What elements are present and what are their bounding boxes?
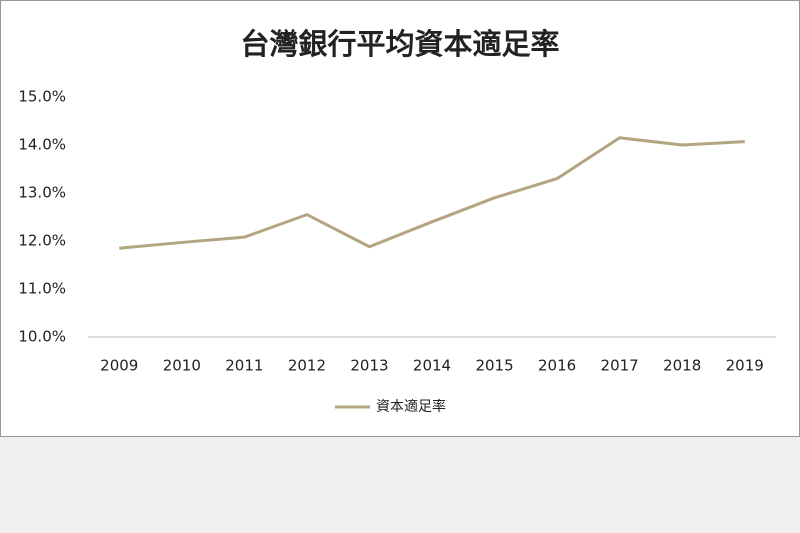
y-tick-label: 14.0%	[18, 136, 66, 154]
chart-title: 台灣銀行平均資本適足率	[240, 27, 559, 61]
y-tick-label: 15.0%	[18, 88, 66, 106]
legend-label: 資本適足率	[376, 398, 446, 415]
x-tick-label: 2010	[163, 357, 201, 375]
x-tick-label: 2018	[663, 357, 701, 375]
y-tick-label: 10.0%	[18, 328, 66, 346]
data-line	[119, 136, 745, 250]
y-tick-label: 11.0%	[18, 280, 66, 298]
x-tick-label: 2009	[100, 357, 138, 375]
x-tick-label: 2016	[538, 357, 576, 375]
y-tick-label: 13.0%	[18, 184, 66, 202]
x-tick-label: 2012	[288, 357, 326, 375]
x-tick-label: 2015	[475, 357, 513, 375]
x-tick-label: 2013	[350, 357, 388, 375]
chart-frame	[0, 0, 800, 437]
x-tick-label: 2019	[726, 357, 764, 375]
x-tick-label: 2011	[225, 357, 263, 375]
x-tick-label: 2017	[601, 357, 639, 375]
x-tick-label: 2014	[413, 357, 451, 375]
y-tick-label: 12.0%	[18, 232, 66, 250]
